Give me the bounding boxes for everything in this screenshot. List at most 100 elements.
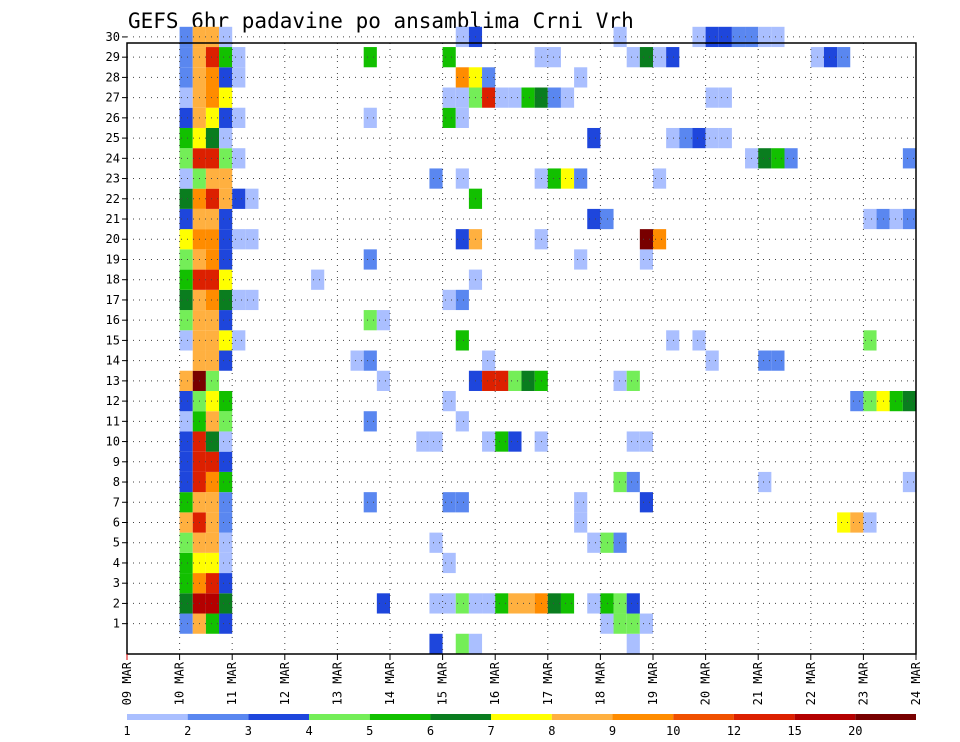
heatmap-cell-member-15 (455, 330, 469, 351)
heatmap-cell-member-11 (363, 411, 377, 432)
colorbar-swatch (491, 714, 552, 720)
heatmap-cell-member-6 (837, 512, 851, 533)
heatmap-cell-member-14 (482, 350, 496, 371)
x-tick-label: 10 MAR (173, 661, 187, 705)
plot-frame (126, 42, 917, 655)
heatmap-cell-member-8 (205, 471, 220, 493)
heatmap-cell-member-30 (731, 26, 746, 48)
heatmap-cell-member-10 (626, 431, 640, 452)
heatmap-cell-member-29 (442, 47, 456, 68)
colorbar-swatch (430, 714, 492, 720)
heatmap-cell-member-0 (429, 633, 443, 654)
heatmap-cell-member-14 (705, 350, 719, 371)
heatmap-cell-member-1 (600, 613, 614, 634)
heatmap-cell-member-23 (560, 168, 575, 189)
heatmap-cell-member-13 (179, 370, 193, 391)
heatmap-cell-member-22 (179, 188, 193, 209)
heatmap-cell-member-24 (219, 148, 233, 169)
y-tick-label: 30 (106, 30, 120, 44)
colorbar-swatch (733, 714, 795, 720)
heatmap-cell-member-1 (219, 613, 233, 634)
heatmap-cell-member-21 (179, 208, 193, 230)
heatmap-cell-member-13 (482, 370, 496, 391)
heatmap-cell-member-10 (219, 431, 233, 452)
y-tick-label: 20 (106, 232, 120, 246)
heatmap-cell-member-12 (442, 390, 456, 412)
heatmap-cell-member-29 (823, 47, 838, 68)
heatmap-cell-member-3 (219, 573, 233, 594)
heatmap-cell-member-20 (653, 229, 667, 250)
heatmap-cell-member-14 (363, 350, 377, 371)
heatmap-cell-member-24 (758, 148, 772, 169)
heatmap-cell-member-14 (771, 350, 785, 371)
heatmap-cell-member-14 (205, 350, 220, 371)
heatmap-cell-member-14 (219, 350, 233, 371)
heatmap-cell-member-28 (179, 67, 193, 88)
colorbar-label: 15 (787, 724, 801, 738)
y-tick-label: 17 (106, 293, 120, 307)
y-tick-label: 27 (106, 91, 120, 105)
heatmap-cell-member-16 (205, 310, 220, 331)
y-tick-label: 4 (113, 556, 120, 570)
heatmap-cell-member-2 (179, 593, 193, 614)
y-tick-label: 3 (113, 576, 120, 590)
heatmap-cell-member-5 (219, 532, 233, 553)
heatmap-cell-member-29 (626, 47, 640, 68)
heatmap-cell-member-4 (442, 552, 456, 574)
heatmap-cell-member-19 (219, 249, 233, 270)
y-tick-label: 26 (106, 111, 120, 125)
heatmap-cell-member-28 (574, 67, 588, 88)
heatmap-cell-member-21 (889, 208, 903, 230)
y-tick-label: 10 (106, 435, 120, 449)
heatmap-cell-member-10 (482, 431, 496, 452)
heatmap-cell-member-24 (205, 148, 220, 169)
y-tick-label: 11 (106, 414, 120, 428)
heatmap-cell-member-15 (863, 330, 877, 351)
heatmap-cell-member-21 (205, 208, 220, 230)
colorbar-label: 8 (548, 724, 555, 738)
heatmap-cell-member-5 (613, 532, 627, 553)
heatmap-cell-member-23 (179, 168, 193, 189)
heatmap-cell-member-5 (429, 532, 443, 553)
heatmap-cell-member-15 (179, 330, 193, 351)
heatmap-cell-member-23 (574, 168, 588, 189)
heatmap-cell-member-8 (179, 471, 193, 493)
heatmap-cell-member-10 (495, 431, 509, 452)
heatmap-cell-member-9 (219, 451, 233, 472)
heatmap-cell-member-17 (219, 289, 233, 311)
heatmap-cell-member-21 (587, 208, 601, 230)
heatmap-cell-member-13 (508, 370, 522, 391)
heatmap-cell-member-21 (219, 208, 233, 230)
heatmap-cell-member-26 (455, 107, 469, 128)
colorbar-swatch (673, 714, 734, 720)
y-axis-ticks: 1234567891011121314151617181920212223242… (106, 30, 127, 631)
heatmap-cell-member-29 (363, 47, 377, 68)
heatmap-cell-member-29 (219, 47, 233, 68)
colorbar-label: 2 (184, 724, 191, 738)
heatmap-cell-member-19 (179, 249, 193, 270)
heatmap-cell-member-20 (639, 229, 653, 250)
heatmap-cell-member-12 (205, 390, 220, 412)
heatmap-cell-member-25 (587, 127, 601, 149)
heatmap-cell-member-27 (508, 87, 522, 108)
heatmap-cell-member-4 (219, 552, 233, 574)
colorbar-label: 5 (366, 724, 373, 738)
heatmap-cell-member-8 (219, 471, 233, 493)
y-tick-label: 24 (106, 151, 120, 165)
heatmap-cell-member-1 (639, 613, 653, 634)
heatmap-cell-member-0 (626, 633, 640, 654)
heatmap-cell-member-23 (205, 168, 220, 189)
heatmap-cell-member-22 (232, 188, 246, 209)
y-tick-label: 16 (106, 313, 120, 327)
x-tick-label: 19 MAR (646, 661, 660, 705)
heatmap-cell-member-7 (442, 492, 456, 513)
heatmap-cell-member-11 (205, 411, 220, 432)
y-tick-label: 8 (113, 475, 120, 489)
y-tick-label: 14 (106, 354, 120, 368)
heatmap-cell-member-27 (521, 87, 535, 108)
heatmap-cell-member-25 (666, 127, 680, 149)
heatmap-cell-member-24 (784, 148, 798, 169)
heatmap-cell-member-30 (705, 26, 719, 48)
heatmap-cell-member-8 (613, 471, 627, 493)
heatmap-cell-member-16 (219, 310, 233, 331)
